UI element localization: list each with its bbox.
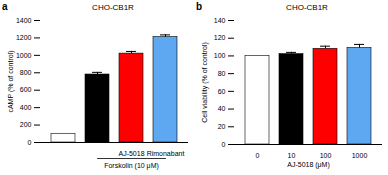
svg-text:1200: 1200 (16, 34, 32, 41)
svg-text:1000: 1000 (352, 152, 368, 159)
svg-text:AJ-5018: AJ-5018 (118, 150, 144, 157)
svg-text:200: 200 (20, 121, 32, 128)
svg-text:10: 10 (288, 152, 296, 159)
html-text:a: a (2, 1, 8, 12)
svg-text:100: 100 (214, 52, 226, 59)
svg-text:20: 20 (218, 123, 226, 130)
svg-text:800: 800 (20, 69, 32, 76)
svg-text:0: 0 (256, 152, 260, 159)
svg-text:140: 140 (214, 17, 226, 24)
svg-text:40: 40 (218, 105, 226, 112)
svg-text:cAMP (% of control): cAMP (% of control) (7, 50, 15, 112)
svg-text:0: 0 (28, 139, 32, 146)
html-text:CHO-CB1R: CHO-CB1R (286, 3, 328, 12)
svg-text:AJ-5018 (μM): AJ-5018 (μM) (287, 161, 330, 169)
svg-text:Forskolin (10 μM): Forskolin (10 μM) (104, 162, 159, 170)
svg-text:120: 120 (214, 34, 226, 41)
svg-text:1400: 1400 (16, 17, 32, 24)
svg-text:100: 100 (320, 152, 332, 159)
svg-text:Cell viability (% of control): Cell viability (% of control) (201, 42, 209, 123)
svg-text:0: 0 (222, 141, 226, 148)
html-text:CHO-CB1R: CHO-CB1R (92, 3, 134, 12)
svg-text:400: 400 (20, 104, 32, 111)
svg-text:60: 60 (218, 88, 226, 95)
svg-text:Rimonabant: Rimonabant (147, 150, 185, 157)
svg-text:80: 80 (218, 70, 226, 77)
svg-text:1000: 1000 (16, 52, 32, 59)
html-text:b: b (196, 1, 203, 12)
svg-text:600: 600 (20, 86, 32, 93)
